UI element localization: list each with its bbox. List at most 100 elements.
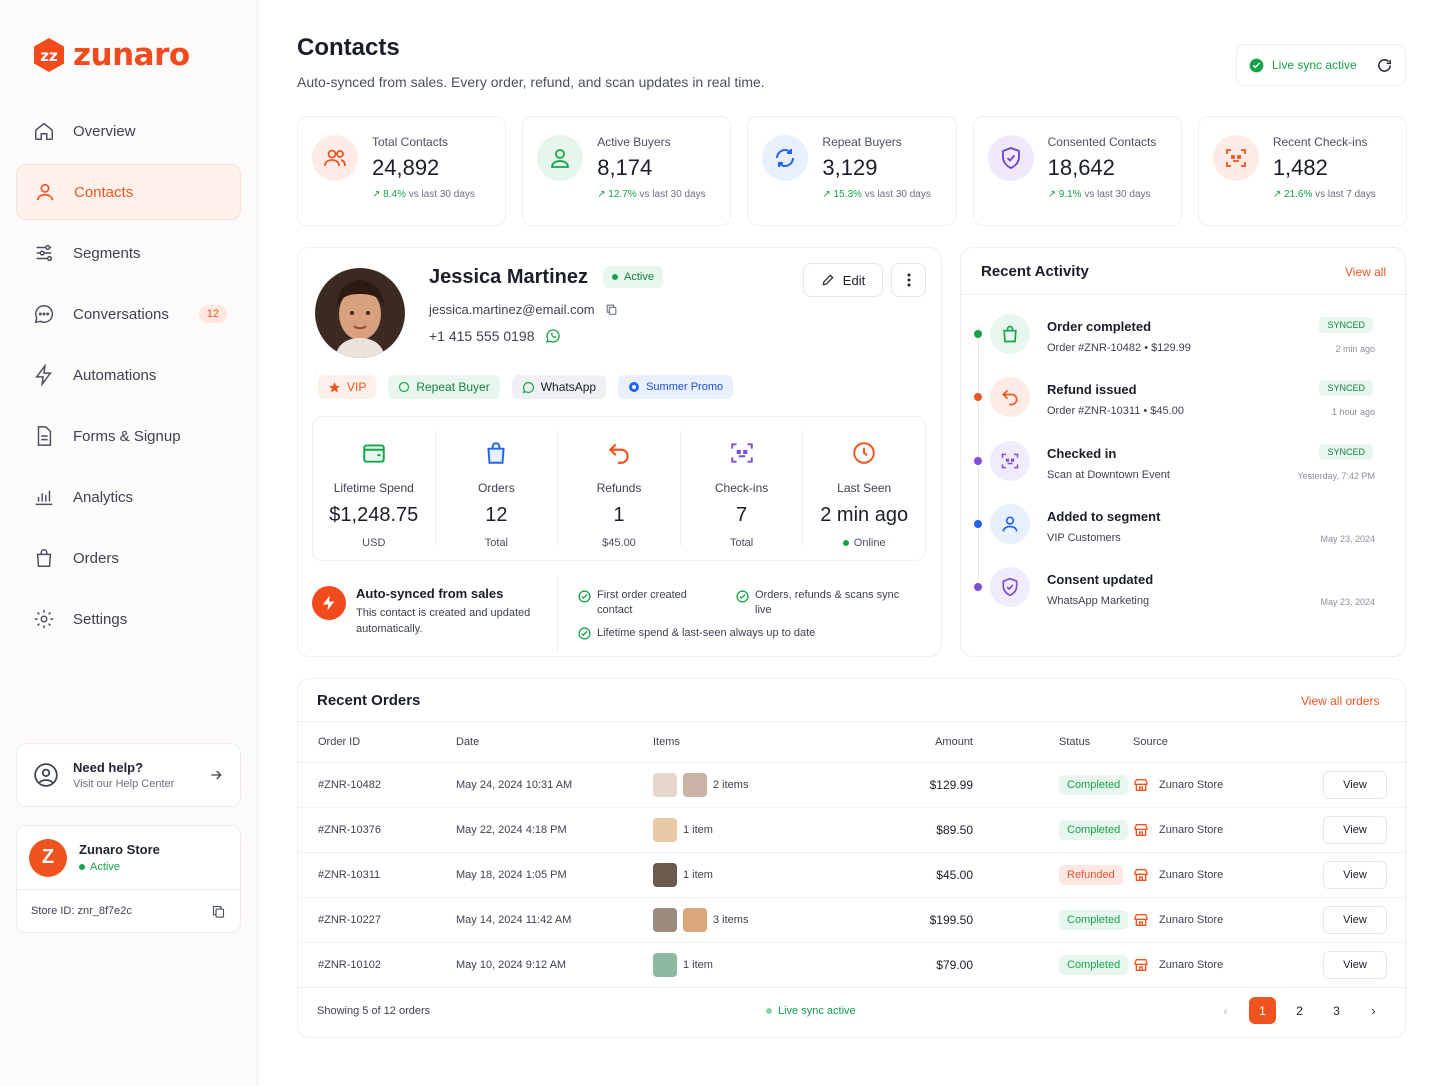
help-center-card[interactable]: Need help? Visit our Help Center <box>16 743 241 807</box>
store-name: Zunaro Store <box>79 842 160 857</box>
sidebar-item-analytics[interactable]: Analytics <box>16 469 241 525</box>
product-thumbnail <box>653 773 677 797</box>
page-button[interactable]: 2 <box>1296 1003 1303 1018</box>
stat-card-consented-contacts[interactable]: Consented Contacts 18,642 ↗ 9.1% vs last… <box>972 116 1182 226</box>
contact-tags: VIP Repeat Buyer WhatsApp Summer Promo <box>318 375 734 399</box>
synced-badge: SYNCED <box>1319 317 1373 333</box>
view-button[interactable]: View <box>1323 861 1387 889</box>
orders-table: Order ID Date Items Amount Status Source… <box>298 721 1407 988</box>
check-item: Lifetime spend & last-seen always up to … <box>578 626 878 641</box>
stat-value: 3,129 <box>822 155 878 180</box>
status-badge: Active <box>603 266 663 288</box>
view-button[interactable]: View <box>1323 906 1387 934</box>
table-row[interactable]: #ZNR-10102 May 10, 2024 9:12 AM 1 item $… <box>298 943 1407 988</box>
activity-item[interactable]: Consent updated WhatsApp Marketing May 2… <box>961 558 1407 620</box>
edit-button[interactable]: Edit <box>803 263 883 297</box>
auto-sync-info: Auto-synced from sales This contact is c… <box>298 576 926 652</box>
stat-delta: ↗ 15.3% vs last 30 days <box>822 189 931 200</box>
contact-email: jessica.martinez@email.com <box>429 302 618 317</box>
table-row[interactable]: #ZNR-10227 May 14, 2024 11:42 AM 3 items… <box>298 898 1407 943</box>
home-icon <box>35 122 53 140</box>
view-all-orders-link[interactable]: View all orders <box>1301 694 1380 708</box>
logo[interactable]: zz zunaro <box>31 37 190 73</box>
page-button[interactable]: 3 <box>1333 1003 1340 1018</box>
activity-view-all-link[interactable]: View all <box>1345 265 1387 279</box>
view-button[interactable]: View <box>1323 816 1387 844</box>
contact-metrics: Lifetime Spend $1,248.75 USD Orders 12 T… <box>312 416 926 561</box>
recent-activity-card: Recent Activity View all Order completed… <box>960 247 1407 657</box>
store-card: Z Zunaro Store Active Store ID: znr_8f7e… <box>16 825 241 933</box>
view-button[interactable]: View <box>1323 951 1387 979</box>
copy-icon[interactable] <box>211 904 226 919</box>
metric-checkins: Check-ins 7 Total <box>681 431 804 549</box>
page-title: Contacts <box>297 34 400 61</box>
scan-icon <box>990 441 1030 481</box>
sidebar-item-label: Orders <box>73 549 119 567</box>
store-icon <box>1134 914 1148 926</box>
sidebar-item-segments[interactable]: Segments <box>16 225 241 281</box>
product-thumbnail <box>683 908 707 932</box>
metric-orders: Orders 12 Total <box>436 431 559 549</box>
sidebar-item-overview[interactable]: Overview <box>16 103 241 159</box>
stat-card-total-contacts[interactable]: Total Contacts 24,892 ↗ 8.4% vs last 30 … <box>297 116 507 226</box>
tag-vip[interactable]: VIP <box>318 375 377 399</box>
stat-card-recent-checkins[interactable]: Recent Check-ins 1,482 ↗ 21.6% vs last 7… <box>1197 116 1408 226</box>
view-button[interactable]: View <box>1323 771 1387 799</box>
prev-page-button[interactable]: ‹ <box>1223 1003 1228 1018</box>
bar-chart-icon <box>35 490 53 506</box>
page-button[interactable]: 1 <box>1249 997 1276 1024</box>
stat-label: Active Buyers <box>597 135 671 149</box>
copy-icon[interactable] <box>605 303 618 316</box>
activity-item[interactable]: Refund issued Order #ZNR-10311 • $45.00 … <box>961 368 1407 430</box>
chat-icon <box>34 305 54 324</box>
refresh-icon[interactable] <box>1376 57 1393 74</box>
check-circle-icon <box>1249 58 1264 72</box>
product-thumbnail <box>653 863 677 887</box>
whatsapp-icon[interactable] <box>545 328 561 344</box>
product-thumbnail <box>683 773 707 797</box>
scan-icon <box>1212 135 1259 181</box>
table-row[interactable]: #ZNR-10482 May 24, 2024 10:31 AM 2 items… <box>298 763 1407 808</box>
stat-card-active-buyers[interactable]: Active Buyers 8,174 ↗ 12.7% vs last 30 d… <box>522 116 732 226</box>
tag-whatsapp[interactable]: WhatsApp <box>511 375 607 399</box>
activity-item[interactable]: Added to segment VIP Customers May 23, 2… <box>961 495 1407 557</box>
sidebar-item-orders[interactable]: Orders <box>16 530 241 586</box>
check-item: Orders, refunds & scans sync live <box>736 588 906 618</box>
sidebar-item-contacts[interactable]: Contacts <box>16 164 241 220</box>
sidebar-item-settings[interactable]: Settings <box>16 591 241 647</box>
stat-card-repeat-buyers[interactable]: Repeat Buyers 3,129 ↗ 15.3% vs last 30 d… <box>747 116 957 226</box>
stat-value: 8,174 <box>597 155 653 180</box>
sidebar: zz zunaro Overview Contacts Segments Con… <box>0 0 258 1086</box>
synced-badge: SYNCED <box>1319 380 1373 396</box>
sidebar-item-label: Overview <box>73 122 136 140</box>
pagination: ‹ 1 2 3 › <box>1212 997 1387 1024</box>
sidebar-item-conversations[interactable]: Conversations 12 <box>16 286 241 342</box>
table-row[interactable]: #ZNR-10376 May 22, 2024 4:18 PM 1 item $… <box>298 808 1407 853</box>
activity-item[interactable]: Checked in Scan at Downtown Event SYNCED… <box>961 432 1407 494</box>
more-options-button[interactable] <box>891 263 926 297</box>
stat-delta: ↗ 21.6% vs last 7 days <box>1272 189 1376 200</box>
auto-sync-title: Auto-synced from sales <box>356 586 504 601</box>
status-badge: Completed <box>1059 955 1129 975</box>
tag-repeat-buyer[interactable]: Repeat Buyer <box>388 375 500 399</box>
live-sync-button[interactable]: Live sync active <box>1236 44 1406 86</box>
activity-item[interactable]: Order completed Order #ZNR-10482 • $129.… <box>961 305 1407 367</box>
conversations-count-badge: 12 <box>198 305 227 323</box>
wallet-icon <box>354 433 394 473</box>
stat-delta: ↗ 12.7% vs last 30 days <box>597 189 706 200</box>
stat-label: Consented Contacts <box>1047 135 1157 149</box>
whatsapp-icon <box>522 381 534 393</box>
user-icon <box>990 504 1030 544</box>
table-row[interactable]: #ZNR-10311 May 18, 2024 1:05 PM 1 item $… <box>298 853 1407 898</box>
activity-title: Recent Activity <box>981 263 1089 280</box>
live-sync-indicator: Live sync active <box>766 1005 856 1017</box>
next-page-button[interactable]: › <box>1371 1003 1376 1018</box>
sidebar-item-automations[interactable]: Automations <box>16 347 241 403</box>
sidebar-item-label: Segments <box>73 244 141 262</box>
sidebar-item-label: Forms & Signup <box>73 427 181 445</box>
tag-summer-promo[interactable]: Summer Promo <box>618 375 734 399</box>
sidebar-item-forms[interactable]: Forms & Signup <box>16 408 241 464</box>
sidebar-nav: Overview Contacts Segments Conversations… <box>16 103 241 652</box>
check-item: First order created contact <box>578 588 718 618</box>
help-subtitle: Visit our Help Center <box>73 778 175 790</box>
